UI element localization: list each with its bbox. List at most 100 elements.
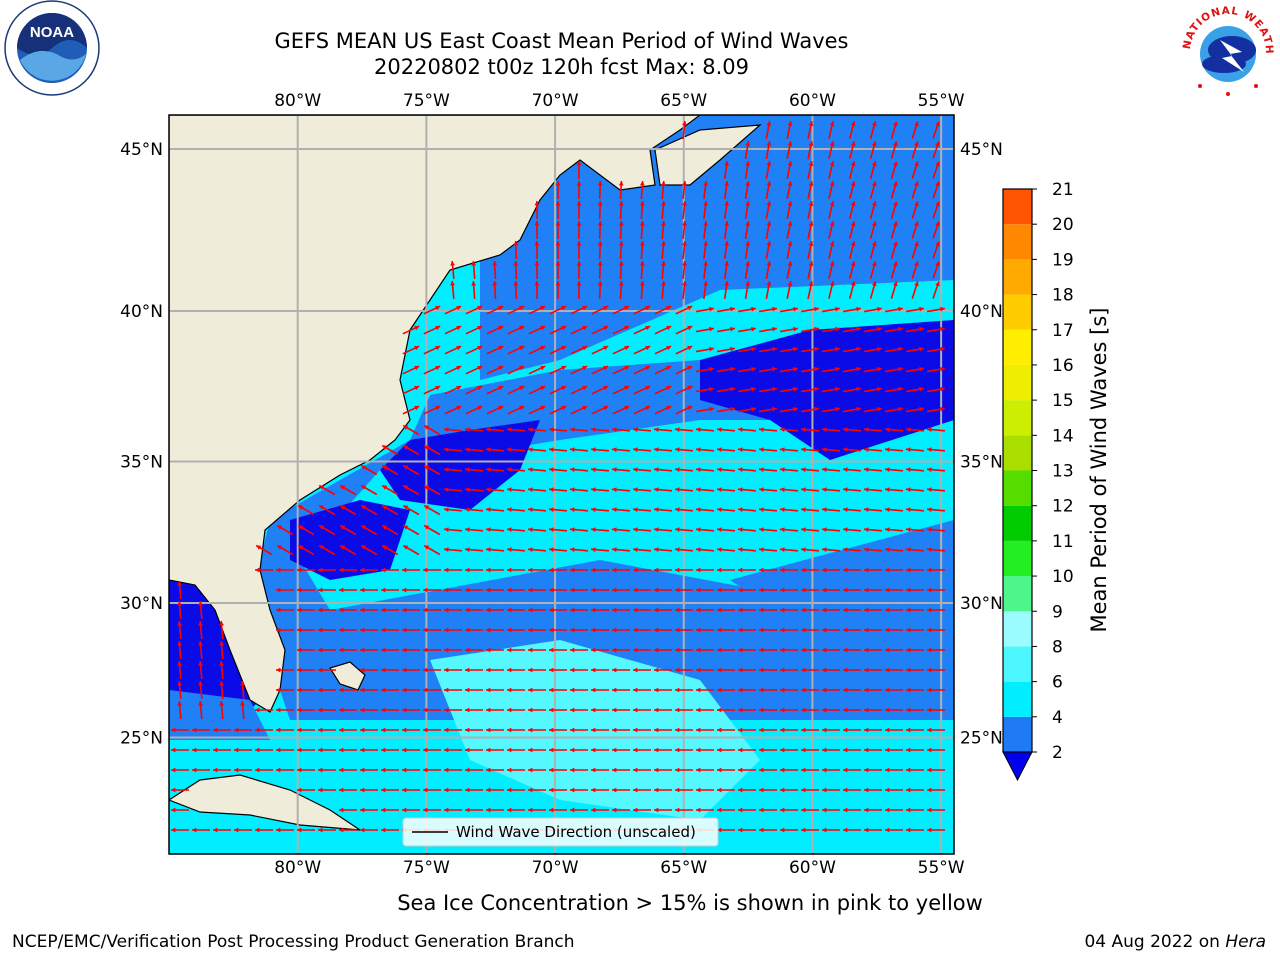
- colorbar-tick-label: 4: [1052, 708, 1063, 728]
- wind-wave-arrow: [465, 405, 483, 415]
- wind-wave-arrow: [738, 727, 756, 733]
- wind-wave-arrow: [611, 447, 631, 452]
- wind-wave-arrow: [612, 667, 630, 673]
- wind-wave-arrow: [932, 121, 940, 139]
- wind-wave-arrow: [885, 587, 903, 593]
- wind-wave-arrow: [528, 787, 546, 793]
- wind-wave-arrow: [611, 487, 631, 492]
- wind-wave-arrow: [906, 647, 924, 653]
- wind-wave-arrow: [276, 667, 294, 673]
- wind-wave-arrow: [570, 647, 588, 653]
- wind-wave-arrow: [297, 587, 315, 593]
- wind-wave-arrow: [297, 544, 315, 556]
- wind-wave-arrow: [612, 587, 630, 593]
- wind-wave-arrow: [786, 281, 793, 299]
- wind-wave-arrow: [843, 707, 861, 713]
- wind-wave-arrow: [737, 507, 757, 512]
- wind-wave-arrow: [423, 405, 441, 415]
- wind-wave-arrow: [444, 627, 462, 633]
- wind-wave-arrow: [800, 306, 820, 313]
- wind-wave-arrow: [654, 787, 672, 793]
- wind-wave-arrow: [423, 707, 441, 713]
- wind-wave-arrow: [905, 487, 925, 492]
- wind-wave-arrow: [591, 325, 609, 335]
- wind-wave-arrow: [450, 260, 455, 280]
- wind-wave-arrow: [864, 667, 882, 673]
- wind-wave-arrow: [779, 447, 799, 452]
- wind-wave-arrow: [171, 727, 189, 733]
- wind-wave-arrow: [339, 787, 357, 793]
- wind-wave-arrow: [807, 161, 814, 179]
- wind-wave-arrow: [863, 306, 883, 313]
- wind-wave-arrow: [297, 504, 315, 516]
- wind-wave-arrow: [848, 121, 856, 139]
- wind-wave-arrow: [779, 527, 799, 532]
- wind-wave-arrow: [402, 747, 420, 753]
- wind-wave-arrow: [738, 647, 756, 653]
- wind-wave-arrow: [696, 647, 714, 653]
- wind-wave-arrow: [590, 427, 610, 432]
- wind-wave-arrow: [528, 385, 546, 395]
- wind-wave-arrow: [465, 687, 483, 693]
- wind-wave-arrow: [381, 484, 399, 496]
- wind-wave-arrow: [423, 444, 441, 456]
- wind-wave-arrow: [443, 487, 463, 492]
- wind-wave-arrow: [737, 547, 757, 552]
- wind-wave-arrow: [506, 427, 526, 432]
- wind-wave-arrow: [779, 386, 799, 393]
- wind-wave-arrow: [926, 386, 946, 393]
- wind-wave-arrow: [486, 305, 504, 315]
- wind-wave-arrow: [360, 587, 378, 593]
- wind-wave-arrow: [932, 281, 940, 299]
- wind-wave-arrow: [738, 607, 756, 613]
- wind-wave-arrow: [507, 627, 525, 633]
- wind-wave-arrow: [674, 507, 694, 512]
- wind-wave-arrow: [297, 647, 315, 653]
- wind-wave-arrow: [653, 547, 673, 552]
- wind-wave-arrow: [759, 767, 777, 773]
- wind-wave-arrow: [276, 567, 294, 573]
- lon-tick-label: 65°W: [660, 858, 707, 878]
- wind-wave-arrow: [255, 747, 273, 753]
- wind-wave-arrow: [843, 587, 861, 593]
- wind-wave-arrow: [297, 667, 315, 673]
- wind-wave-arrow: [927, 647, 945, 653]
- wind-wave-arrow: [800, 527, 820, 532]
- wind-wave-arrow: [339, 827, 357, 833]
- wind-wave-arrow: [171, 767, 189, 773]
- wind-wave-arrow: [890, 161, 898, 179]
- wind-wave-arrow: [744, 140, 751, 160]
- wind-wave-arrow: [675, 747, 693, 753]
- wind-wave-arrow: [486, 647, 504, 653]
- wind-wave-arrow: [675, 365, 693, 375]
- wind-wave-arrow: [848, 241, 856, 259]
- wind-wave-arrow: [843, 647, 861, 653]
- wind-wave-arrow: [864, 727, 882, 733]
- wind-wave-arrow: [723, 240, 730, 260]
- wind-wave-arrow: [381, 524, 399, 536]
- wind-wave-arrow: [864, 707, 882, 713]
- lon-tick-labels-top: 80°W 75°W 70°W 65°W 60°W 55°W: [274, 91, 965, 111]
- wind-wave-arrow: [381, 544, 399, 556]
- wind-wave-arrow: [590, 547, 610, 552]
- arrow-legend: Wind Wave Direction (unscaled): [402, 817, 719, 847]
- wind-wave-arrow: [869, 141, 877, 159]
- wind-wave-arrow: [513, 280, 519, 300]
- wind-wave-arrow: [276, 587, 294, 593]
- wind-wave-arrow: [612, 647, 630, 653]
- wind-wave-arrow: [570, 727, 588, 733]
- wind-wave-arrow: [633, 807, 651, 813]
- wind-wave-arrow: [801, 567, 819, 573]
- lon-tick-label: 80°W: [274, 91, 321, 111]
- wind-wave-arrow: [675, 767, 693, 773]
- wind-wave-arrow: [465, 567, 483, 573]
- wind-wave-arrow: [591, 607, 609, 613]
- wind-wave-arrow: [576, 220, 582, 240]
- wind-wave-arrow: [758, 447, 778, 452]
- wind-wave-arrow: [869, 201, 877, 219]
- wind-wave-arrow: [423, 687, 441, 693]
- wind-wave-arrow: [842, 467, 862, 472]
- wind-wave-arrow: [240, 680, 245, 700]
- wind-wave-arrow: [402, 325, 420, 335]
- wind-wave-arrow: [653, 447, 673, 452]
